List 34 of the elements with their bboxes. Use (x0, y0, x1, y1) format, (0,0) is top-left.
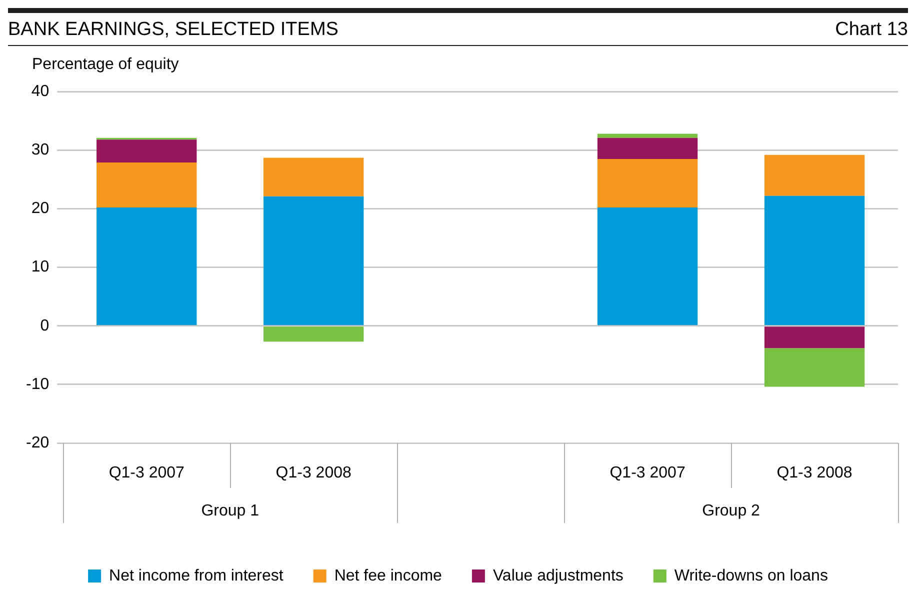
bar (96, 208, 197, 326)
bar (597, 158, 698, 208)
bar (764, 348, 865, 387)
bar (764, 154, 865, 196)
bar (597, 134, 698, 138)
chart-subtitle: Chart 13 (835, 19, 908, 41)
y-tick-label: -10 (26, 376, 50, 393)
y-tick-label: 10 (31, 258, 50, 276)
y-tick-label: 30 (31, 142, 50, 159)
chart-title: BANK EARNINGS, SELECTED ITEMS (8, 19, 338, 41)
bar (263, 196, 364, 326)
bar (764, 326, 865, 348)
bar (597, 138, 698, 159)
legend-label: Write-downs on loans (674, 567, 828, 584)
x-tick-label: Q1-3 2008 (276, 464, 352, 482)
x-tick-label: Q1-3 2008 (776, 464, 852, 482)
bar (263, 158, 364, 196)
y-tick-label: 0 (40, 317, 50, 334)
x-tick-label: Q1-3 2007 (108, 464, 185, 482)
x-tick-label: Q1-3 2007 (610, 464, 686, 482)
legend-label: Net income from interest (109, 567, 284, 584)
bar (96, 140, 197, 162)
legend-label: Value adjustments (492, 567, 624, 584)
y-tick-label: 40 (31, 83, 50, 100)
bar (597, 208, 698, 326)
bar (263, 326, 364, 342)
y-tick-label: -20 (26, 434, 50, 452)
bar (96, 162, 197, 208)
text: Group 1 (201, 502, 260, 520)
y-tick-label: 20 (31, 200, 50, 218)
bar (764, 196, 865, 326)
y-axis-title: Percentage of equity (32, 56, 180, 74)
legend-label: Net fee income (334, 567, 442, 584)
text: Group 2 (702, 502, 760, 520)
